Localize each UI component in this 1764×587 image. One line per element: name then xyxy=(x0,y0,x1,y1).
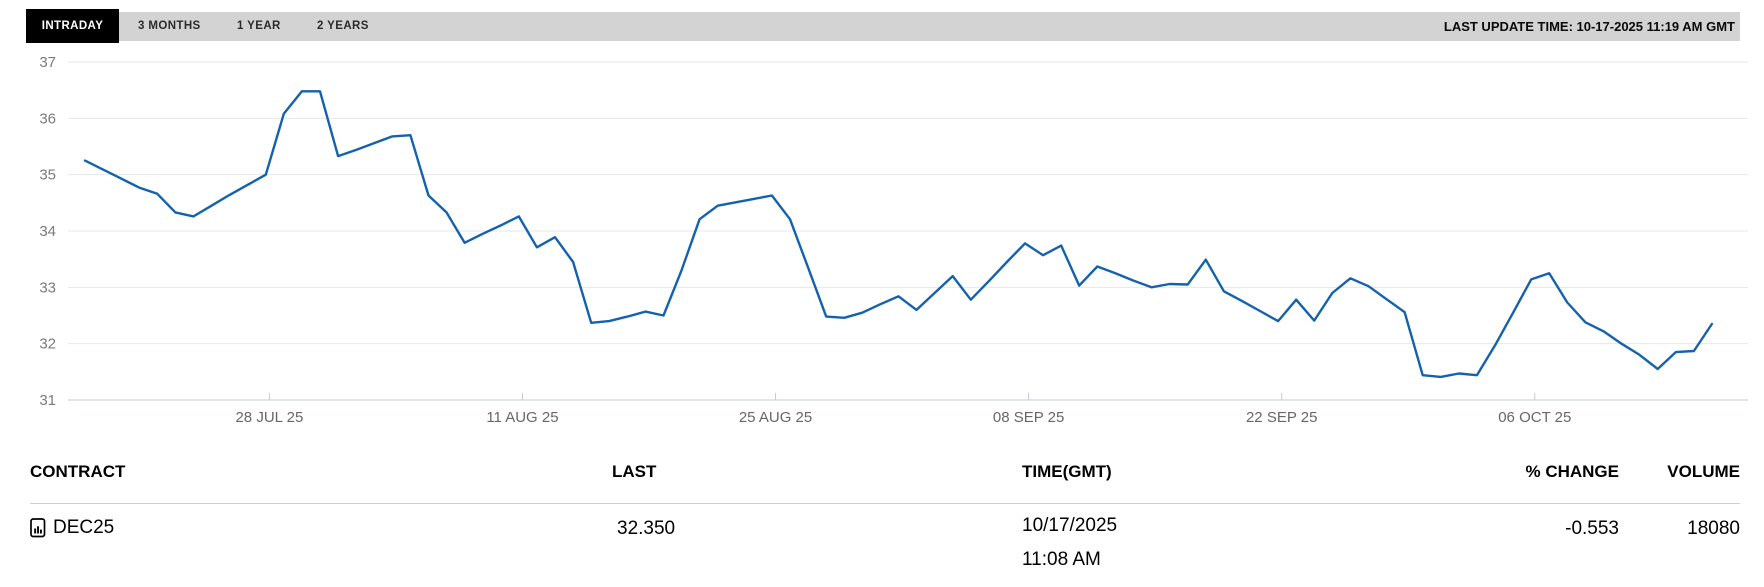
y-axis-label: 34 xyxy=(39,223,56,240)
price-line-chart[interactable]: 31 32 33 34 35 36 37 28 JUL 25 11 AUG 25 25 AUG 2… xyxy=(0,0,1764,440)
x-axis-label: 22 SEP 25 xyxy=(1246,409,1317,426)
y-axis-label: 33 xyxy=(39,279,56,296)
y-axis-label: 36 xyxy=(39,110,56,127)
tab-3-months[interactable]: 3 MONTHS xyxy=(138,20,201,32)
pct-change-cell: -0.553 xyxy=(1565,518,1619,539)
x-axis-label: 06 OCT 25 xyxy=(1498,409,1571,426)
time-clock-cell: 11:08 AM xyxy=(1022,549,1101,570)
tab-2-years[interactable]: 2 YEARS xyxy=(317,20,369,32)
last-price-cell: 32.350 xyxy=(617,518,676,539)
contract-cell[interactable]: DEC25 xyxy=(30,517,114,539)
column-header-pct-change: % CHANGE xyxy=(1525,462,1619,481)
y-axis-label: 32 xyxy=(39,336,56,353)
volume-cell: 18080 xyxy=(1687,518,1740,539)
column-header-last: LAST xyxy=(612,462,657,481)
price-series-line xyxy=(83,90,1714,379)
x-axis-label: 28 JUL 25 xyxy=(235,409,303,426)
contract-label: DEC25 xyxy=(53,517,115,538)
x-axis-label: 11 AUG 25 xyxy=(486,409,558,426)
column-header-volume: VOLUME xyxy=(1667,462,1740,481)
time-date-cell: 10/17/2025 xyxy=(1022,515,1118,536)
column-header-contract: CONTRACT xyxy=(30,462,126,481)
column-header-time-gmt: TIME(GMT) xyxy=(1022,462,1112,481)
file-chart-icon xyxy=(30,518,46,538)
tab-intraday[interactable]: INTRADAY xyxy=(26,9,119,43)
last-update-time: LAST UPDATE TIME: 10-17-2025 11:19 AM GM… xyxy=(1443,19,1735,34)
y-axis-label: 31 xyxy=(39,392,56,409)
x-axis-label: 08 SEP 25 xyxy=(993,409,1064,426)
y-axis-label: 35 xyxy=(39,167,56,184)
tab-bar xyxy=(26,12,1740,41)
table-header-divider xyxy=(30,503,1740,504)
y-axis-label: 37 xyxy=(39,54,56,71)
x-axis-label: 25 AUG 25 xyxy=(739,409,812,426)
tab-1-year[interactable]: 1 YEAR xyxy=(237,20,281,32)
